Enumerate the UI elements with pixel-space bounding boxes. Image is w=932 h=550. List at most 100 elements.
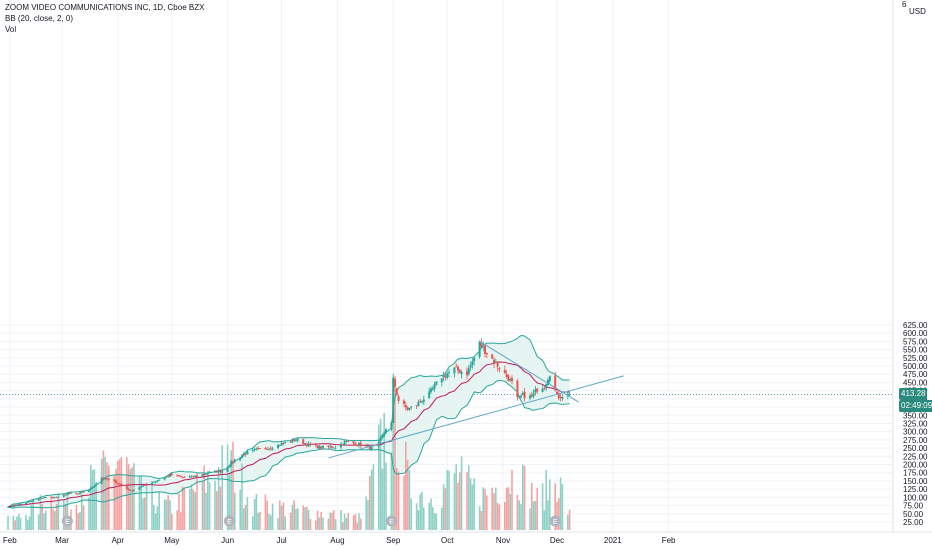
earnings-marker xyxy=(549,515,561,527)
volume-bar xyxy=(441,507,443,530)
candle-body xyxy=(170,473,173,476)
bb-indicator-label[interactable]: BB (20, close, 2, 0) xyxy=(5,14,74,23)
volume-bar xyxy=(372,464,375,530)
candle-body xyxy=(331,446,333,448)
volume-bar xyxy=(201,481,204,530)
volume-bar xyxy=(469,478,472,530)
candle-body xyxy=(547,379,549,386)
candle-body xyxy=(385,429,387,433)
volume-bar xyxy=(516,494,519,530)
candle-body xyxy=(484,345,486,354)
candle-body xyxy=(307,443,310,447)
candle-body xyxy=(278,445,281,447)
volume-bar xyxy=(169,500,171,530)
volume-bar xyxy=(120,457,123,530)
volume-bar xyxy=(345,517,348,530)
volume-bar xyxy=(316,510,319,530)
candle-body xyxy=(233,459,236,462)
candle-body xyxy=(334,447,337,449)
volume-bar xyxy=(133,463,135,530)
candle-body xyxy=(453,367,456,374)
candle-body xyxy=(485,352,488,355)
volume-bar xyxy=(549,479,551,530)
candle-body xyxy=(163,477,166,480)
volume-bar xyxy=(536,487,538,530)
candle-body xyxy=(367,445,369,447)
volume-bar xyxy=(57,492,60,530)
x-tick-label: Mar xyxy=(55,536,69,545)
x-tick-label: Feb xyxy=(3,536,17,545)
volume-bar xyxy=(352,515,355,530)
candle-body xyxy=(440,378,443,383)
trendlines[interactable] xyxy=(328,340,624,459)
candle-body xyxy=(201,474,204,477)
candle-body xyxy=(431,388,434,390)
volume-bar xyxy=(156,506,159,530)
candle-body xyxy=(394,378,396,388)
trendline xyxy=(479,340,579,403)
candle-body xyxy=(304,443,306,445)
candle-body xyxy=(208,471,211,473)
symbol-title[interactable]: ZOOM VIDEO COMMUNICATIONS INC, 1D, Cboe … xyxy=(5,3,205,12)
price-axis[interactable]: 25.0050.0075.00100.00125.00150.00175.002… xyxy=(903,321,928,527)
volume-bar xyxy=(176,510,178,530)
candle-body xyxy=(39,498,42,499)
candle-body xyxy=(368,445,371,450)
candle-body xyxy=(543,387,546,389)
x-tick-label: Jul xyxy=(276,536,286,545)
candle-body xyxy=(419,401,422,403)
candle-body xyxy=(19,503,22,505)
volume-bar xyxy=(77,513,79,530)
volume-bar xyxy=(259,512,261,530)
candle-body xyxy=(80,491,83,493)
candle-body xyxy=(415,405,418,407)
volume-bar xyxy=(356,522,358,530)
volume-bar xyxy=(280,505,283,530)
time-axis[interactable]: Feb Mar Apr May Jun Jul Aug Sep Oct Nov Dec 2021 Feb xyxy=(3,536,676,545)
y-tick-label: 575.00 xyxy=(903,337,928,346)
volume-bar xyxy=(88,497,90,530)
volume-bar xyxy=(531,482,533,530)
volume-bar xyxy=(354,514,357,530)
candle-body xyxy=(255,448,258,450)
volume-bar xyxy=(297,508,299,530)
candle-body xyxy=(115,480,117,484)
candle-body xyxy=(70,492,72,494)
candle-body xyxy=(253,449,256,450)
candle-body xyxy=(554,375,557,391)
candle-body xyxy=(381,434,384,438)
y-tick-label: 100.00 xyxy=(903,493,928,502)
volume-bar xyxy=(180,512,182,530)
candle-body xyxy=(55,497,58,498)
candle-body xyxy=(16,504,18,506)
candle-body xyxy=(435,381,438,385)
volume-bar xyxy=(507,487,510,530)
x-tick-label: Feb xyxy=(662,536,676,545)
x-tick-label: Sep xyxy=(386,536,401,545)
candle-body xyxy=(217,470,220,473)
volume-bar xyxy=(144,497,146,530)
volume-bar xyxy=(532,501,535,530)
candle-body xyxy=(422,399,425,402)
volume-bar xyxy=(158,492,160,530)
candle-body xyxy=(269,448,272,450)
earnings-marker-letter: E xyxy=(227,519,232,526)
volume-bar xyxy=(520,504,522,530)
volume-indicator-label[interactable]: Vol xyxy=(5,25,17,34)
candle-body xyxy=(183,477,186,478)
candle-body xyxy=(496,362,499,367)
candle-body xyxy=(397,396,400,401)
volume-bar xyxy=(252,516,254,530)
candle-body xyxy=(446,373,449,378)
volume-bar xyxy=(190,484,193,530)
candle-body xyxy=(358,442,360,446)
volume-bar xyxy=(390,452,393,530)
candle-body xyxy=(214,470,216,473)
volume-bar xyxy=(30,504,33,530)
candle-body xyxy=(116,483,119,484)
x-tick-label: May xyxy=(164,536,179,545)
volume-bar xyxy=(365,496,367,530)
candle-body xyxy=(466,371,468,376)
